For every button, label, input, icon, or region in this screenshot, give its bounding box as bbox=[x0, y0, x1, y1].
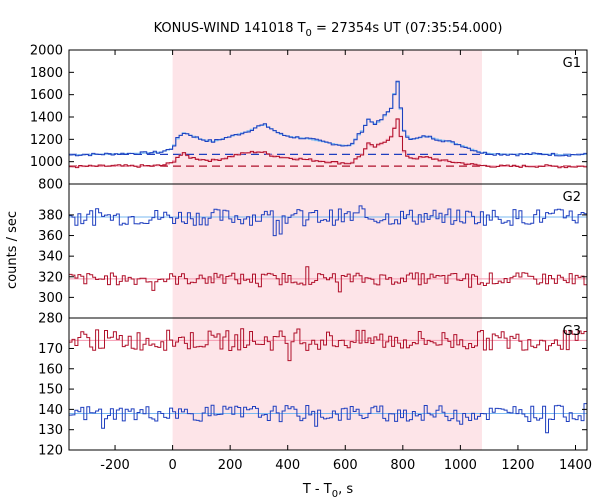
y-tick-label: 360 bbox=[38, 229, 63, 244]
shaded-interval bbox=[172, 318, 482, 450]
y-tick-label: 800 bbox=[38, 178, 63, 193]
x-tick-label: 400 bbox=[275, 458, 300, 473]
panels: 800 1000 1200 1400 1600 1800 2000 G1 280 300 320 34… bbox=[30, 44, 588, 459]
y-tick-label: 130 bbox=[38, 423, 63, 438]
panel-frame bbox=[68, 317, 588, 451]
x-tick-label: 800 bbox=[390, 458, 415, 473]
title-rest: = 27354s UT (07:35:54.000) bbox=[312, 21, 502, 36]
y-tick-label: 300 bbox=[38, 291, 63, 306]
x-tick-label: -200 bbox=[100, 458, 130, 473]
x-axis: -200 0 200 400 600 800 1000 1200 1400 bbox=[100, 50, 592, 473]
y-tick-label: 320 bbox=[38, 270, 63, 285]
series-blue-1 bbox=[69, 403, 587, 434]
x-tick-label: 200 bbox=[218, 458, 243, 473]
x-tick-label: 600 bbox=[333, 458, 358, 473]
x-tick-label: 1000 bbox=[444, 458, 477, 473]
y-tick-label: 160 bbox=[38, 362, 63, 377]
panel-g2: 280 300 320 340 360 380 G2 bbox=[38, 183, 588, 327]
y-axis-label: counts / sec bbox=[5, 211, 20, 289]
panel-label: G1 bbox=[563, 56, 581, 71]
y-tick-label: 280 bbox=[38, 312, 63, 327]
x-tick-label: 1400 bbox=[559, 458, 592, 473]
y-tick-label: 140 bbox=[38, 403, 63, 418]
y-tick-label: 380 bbox=[38, 208, 63, 223]
y-tick-label: 1800 bbox=[30, 66, 63, 81]
panel-label: G2 bbox=[563, 190, 581, 205]
y-tick-label: 120 bbox=[38, 444, 63, 459]
panel-g1: 800 1000 1200 1400 1600 1800 2000 G1 bbox=[30, 44, 588, 193]
x-axis-label: T - T0, s bbox=[302, 482, 353, 500]
series-red-1 bbox=[69, 118, 587, 169]
series-blue-0 bbox=[69, 80, 587, 157]
x-tick-label: 0 bbox=[168, 458, 176, 473]
panel-label: G3 bbox=[563, 324, 581, 339]
y-tick-label: 1600 bbox=[30, 88, 63, 103]
shaded-interval bbox=[172, 184, 482, 318]
title-main: KONUS-WIND 141018 T bbox=[154, 21, 306, 36]
series-red-0 bbox=[69, 328, 587, 362]
shaded-interval bbox=[172, 50, 482, 184]
svg-text:KONUS-WIND 141018 T0 = 27354s: KONUS-WIND 141018 T0 = 27354s UT (07:35:… bbox=[154, 21, 503, 39]
y-tick-label: 150 bbox=[38, 383, 63, 398]
panel-g3: 120 130 140 150 160 170 G3 bbox=[38, 317, 588, 459]
y-tick-label: 1000 bbox=[30, 155, 63, 170]
series-red-1 bbox=[69, 266, 587, 293]
title-subscript: 0 bbox=[306, 28, 312, 39]
series-red-fit bbox=[69, 118, 587, 168]
y-tick-label: 170 bbox=[38, 342, 63, 357]
y-tick-label: 1400 bbox=[30, 111, 63, 126]
y-tick-label: 2000 bbox=[30, 44, 63, 59]
series-blue-0 bbox=[69, 205, 587, 237]
y-tick-label: 340 bbox=[38, 250, 63, 265]
chart-title: KONUS-WIND 141018 T0 = 27354s UT (07:35:… bbox=[154, 21, 503, 39]
x-tick-label: 1200 bbox=[501, 458, 534, 473]
y-tick-label: 1200 bbox=[30, 133, 63, 148]
